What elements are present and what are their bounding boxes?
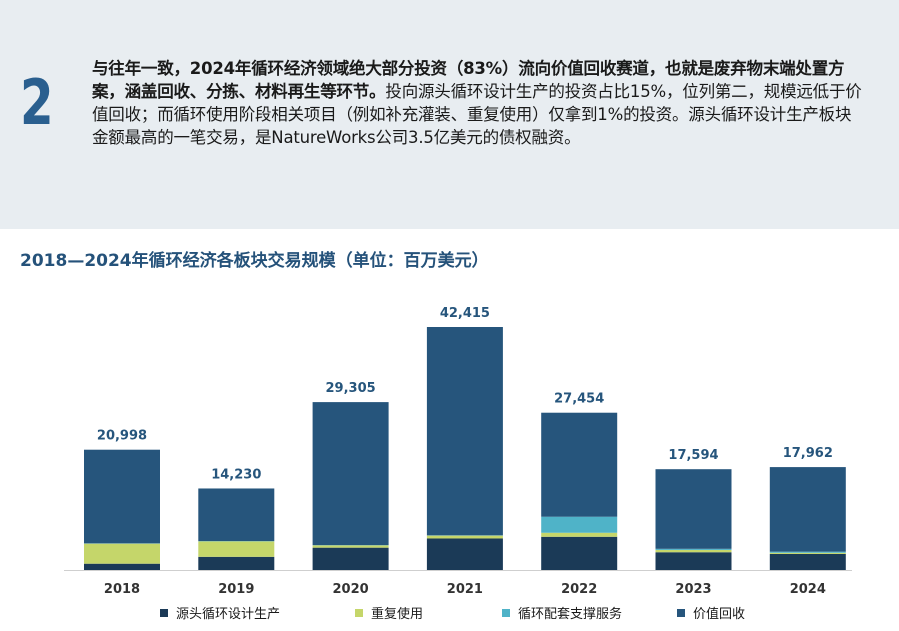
total-label-2022: 27,454: [554, 392, 604, 407]
section-number: 2: [20, 66, 54, 139]
x-tick-label-2019: 2019: [218, 582, 254, 597]
legend-swatch-3: [677, 608, 685, 617]
intro-bold-text: 与往年一致，2024年循环经济领域绝大部分投资（83%）流向价值回收赛道，也就是…: [92, 59, 845, 101]
legend-label-2: 循环配套支撑服务: [518, 607, 623, 622]
bar-segment-2020-series-1: [312, 545, 389, 548]
x-tick-label-2018: 2018: [104, 582, 140, 597]
bar-segment-2023-series-3: [655, 469, 732, 549]
legend-item-1: 重复使用: [355, 603, 423, 622]
bar-segment-2022-series-0: [541, 536, 618, 570]
bar-segment-2020-series-3: [312, 402, 389, 546]
bar-segment-2021-series-3: [426, 327, 503, 536]
legend-item-0: 源头循环设计生产: [160, 603, 280, 622]
bar-segment-2024-series-2: [769, 551, 846, 553]
bar-segment-2022-series-2: [541, 516, 618, 533]
bar-segment-2022-series-1: [541, 532, 618, 537]
intro-paragraph: 与往年一致，2024年循环经济领域绝大部分投资（83%）流向价值回收赛道，也就是…: [92, 57, 862, 149]
total-label-2021: 42,415: [440, 306, 490, 321]
stacked-bar-chart: 20,998 2018 14,230 2019 29,305 2020 42,415 2021…: [64, 306, 852, 597]
bar-segment-2023-series-2: [655, 548, 732, 550]
chart-legend: 源头循环设计生产 重复使用 循环配套支撑服务 价值回收: [0, 603, 899, 623]
total-label-2019: 14,230: [211, 467, 261, 482]
bar-segment-2018-series-1: [84, 543, 160, 564]
bar-segment-2024-series-1: [769, 552, 846, 554]
bar-segment-2019-series-3: [198, 488, 275, 542]
bar-segment-2018-series-0: [84, 563, 160, 570]
intro-panel: 2 与往年一致，2024年循环经济领域绝大部分投资（83%）流向价值回收赛道，也…: [0, 0, 899, 229]
total-label-2018: 20,998: [97, 429, 147, 444]
legend-swatch-1: [355, 608, 363, 617]
legend-item-3: 价值回收: [677, 603, 745, 622]
x-tick-label-2022: 2022: [561, 582, 597, 597]
bar-segment-2018-series-3: [84, 449, 160, 544]
bar-segment-2024-series-0: [769, 553, 846, 570]
legend-label-1: 重复使用: [371, 607, 424, 622]
bar-segment-2022-series-3: [541, 412, 618, 517]
total-label-2020: 29,305: [326, 381, 376, 396]
x-tick-label-2021: 2021: [447, 582, 483, 597]
bar-segment-2024-series-3: [769, 467, 846, 552]
legend-label-0: 源头循环设计生产: [176, 607, 281, 622]
legend-swatch-0: [160, 608, 168, 617]
bar-segment-2021-series-1: [426, 535, 503, 539]
legend-swatch-2: [502, 608, 510, 617]
chart-title: 2018—2024年循环经济各板块交易规模（单位：百万美元）: [20, 251, 489, 271]
x-tick-label-2020: 2020: [333, 582, 369, 597]
bar-segment-2021-series-0: [426, 538, 503, 570]
bar-segment-2019-series-0: [198, 556, 275, 570]
bar-segment-2019-series-1: [198, 541, 275, 557]
x-tick-label-2024: 2024: [790, 582, 826, 597]
bar-segment-2023-series-0: [655, 552, 732, 570]
total-label-2023: 17,594: [668, 448, 718, 463]
legend-item-2: 循环配套支撑服务: [502, 603, 622, 622]
legend-label-3: 价值回收: [693, 607, 746, 622]
total-label-2024: 17,962: [783, 446, 833, 461]
bar-segment-2023-series-1: [655, 549, 732, 553]
x-tick-label-2023: 2023: [675, 582, 711, 597]
bar-segment-2020-series-0: [312, 547, 389, 570]
intro-text: 投向源头循环设计生产的投资占比15%，位列第二，规模远低于价值回收；而循环使用阶…: [92, 82, 862, 147]
